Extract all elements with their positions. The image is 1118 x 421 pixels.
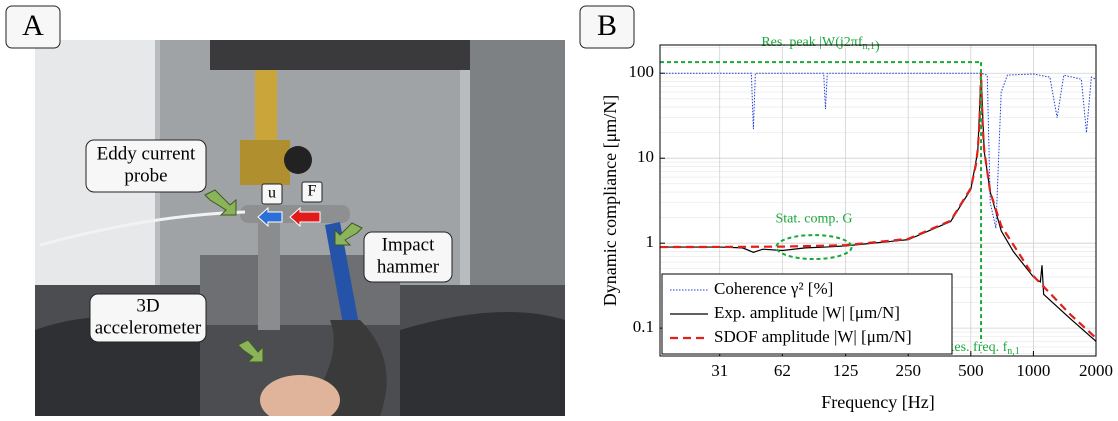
x-axis-label: Frequency [Hz] <box>821 392 934 412</box>
callout-text: accelerometer <box>95 317 202 338</box>
legend-label: Coherence γ² [%] <box>714 279 833 298</box>
plot-clip <box>660 72 1096 342</box>
annotation: Stat. comp. G <box>775 211 852 226</box>
legend-label: SDOF amplitude |W| [μm/N] <box>714 327 912 346</box>
x-tick-label: 2000 <box>1079 361 1113 380</box>
callout-box <box>363 231 453 283</box>
u-arrow <box>257 206 283 228</box>
f-arrow <box>289 206 321 228</box>
y-tick-label: 1 <box>646 232 655 251</box>
green-arrows <box>204 189 363 363</box>
panel-label-box <box>579 5 635 49</box>
y-tick-label: 0.1 <box>633 317 654 336</box>
callout-text: hammer <box>377 256 440 277</box>
annotation-part: n,1 <box>1007 346 1020 357</box>
axes-frame <box>659 44 1097 357</box>
callout-box <box>85 139 207 193</box>
panel-label: A <box>22 9 44 42</box>
legend-label: Exp. amplitude |W| [μm/N] <box>714 303 900 322</box>
series-line <box>660 72 1096 229</box>
y-axis-label: Dynamic compliance [μm/N] <box>600 95 620 307</box>
callout-text: Eddy current <box>97 143 196 164</box>
annotation-part: Res. freq. f <box>945 340 1008 355</box>
x-tick-label: 62 <box>774 361 791 380</box>
legend-box <box>661 273 953 355</box>
callout-text: Impact <box>382 234 435 255</box>
x-tick-label: 31 <box>711 361 728 380</box>
y-tick-label: 10 <box>637 147 654 166</box>
callout-box <box>301 181 323 203</box>
annotation: Res. peak |W(j2πfn,1) <box>761 35 880 54</box>
callout-text: u <box>268 185 276 202</box>
annotation-part: n,1 <box>863 41 876 52</box>
panel-label-box <box>5 5 61 49</box>
annotation-part: Res. peak |W(j2πf <box>761 35 863 50</box>
static-ellipse <box>775 234 853 261</box>
callout-box <box>261 183 283 205</box>
x-tick-label: 1000 <box>1016 361 1050 380</box>
callout-box <box>89 293 207 343</box>
annotation: Res. freq. fn,1 <box>945 340 1020 357</box>
callout-text: 3D <box>136 295 159 316</box>
panel-label: B <box>597 9 617 42</box>
annotation-part: ) <box>875 39 880 54</box>
y-tick-label: 100 <box>629 62 655 81</box>
x-tick-label: 250 <box>895 361 921 380</box>
x-tick-label: 500 <box>958 361 984 380</box>
x-tick-label: 125 <box>833 361 859 380</box>
series-line <box>660 73 1096 339</box>
callout-text: F <box>308 183 317 200</box>
callout-text: probe <box>124 165 167 186</box>
photo <box>35 40 565 421</box>
